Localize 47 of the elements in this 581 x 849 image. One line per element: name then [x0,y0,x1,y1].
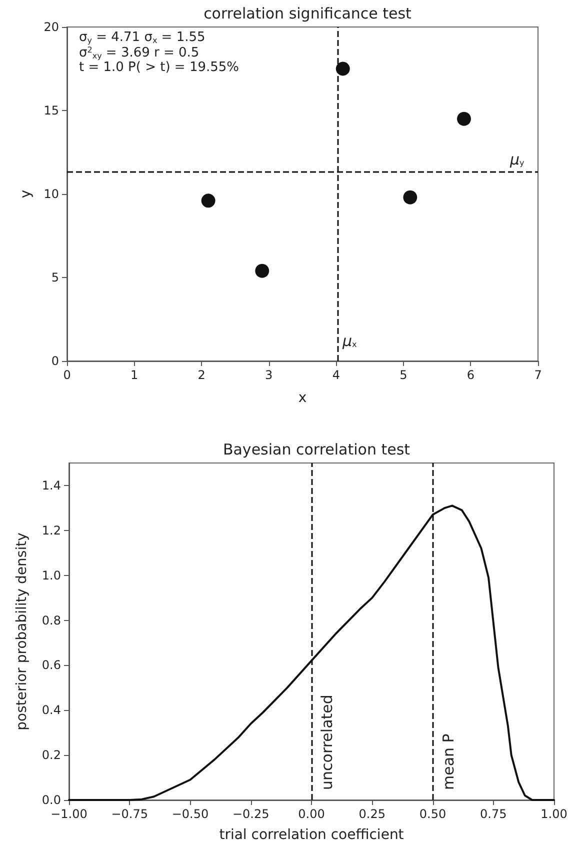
chart-title: correlation significance test [204,4,412,22]
chart-title: Bayesian correlation test [222,440,410,458]
y-tick-label: 5 [51,270,59,284]
y-tick-label: 20 [44,20,59,34]
y-tick-label: 10 [44,187,59,201]
x-tick-label: 0.50 [419,807,446,821]
y-tick-label: 15 [44,104,59,118]
y-tick-label: 0.0 [42,793,61,807]
ref-line-label: uncorrelated [318,694,336,790]
x-tick-label: −0.75 [111,807,148,821]
x-tick-label: 6 [466,368,475,382]
point [255,264,270,278]
point [201,194,216,208]
ref-line-label: mean P [439,734,458,790]
x-tick-label: 7 [534,368,542,382]
y-tick-label: 0.6 [42,658,61,672]
y-tick-label: 0.8 [42,613,61,628]
y-tick-label: 0.2 [42,748,61,762]
x-tick-label: 2 [198,368,206,382]
x-tick-label: −0.50 [172,807,209,821]
x-tick-label: −1.00 [50,807,88,821]
y-axis-title: y [18,190,34,198]
x-tick-label: 5 [400,368,408,382]
x-tick-label: 1 [130,368,138,382]
y-tick-label: 0 [51,354,59,368]
x-tick-label: 1.00 [540,807,568,821]
x-axis-title: x [298,390,307,406]
x-tick-label: −0.25 [232,807,270,821]
annotation: t = 1.0 P( > t) = 19.55% [79,60,240,75]
x-tick-label: 3 [265,368,273,382]
x-tick-label: 4 [332,368,340,382]
ref-line-label: μx [341,332,358,350]
x-tick-label: 0.75 [480,807,507,821]
point [457,112,471,126]
y-tick-label: 1.4 [42,478,61,492]
y-tick-label: 1.0 [42,568,61,582]
x-tick-label: 0.25 [358,807,386,821]
x-tick-label: 0 [63,368,71,382]
x-axis-title: trial correlation coefficient [219,827,404,843]
annotation: σy = 4.71 σx = 1.55 [79,30,206,45]
y-tick-label: 0.4 [42,703,61,718]
point [403,190,418,204]
y-axis-title: posterior probability density [14,532,30,730]
y-tick-label: 1.2 [42,523,61,538]
ref-line-label: μy [509,150,525,168]
x-tick-label: 0.00 [298,807,325,821]
point [336,62,350,76]
